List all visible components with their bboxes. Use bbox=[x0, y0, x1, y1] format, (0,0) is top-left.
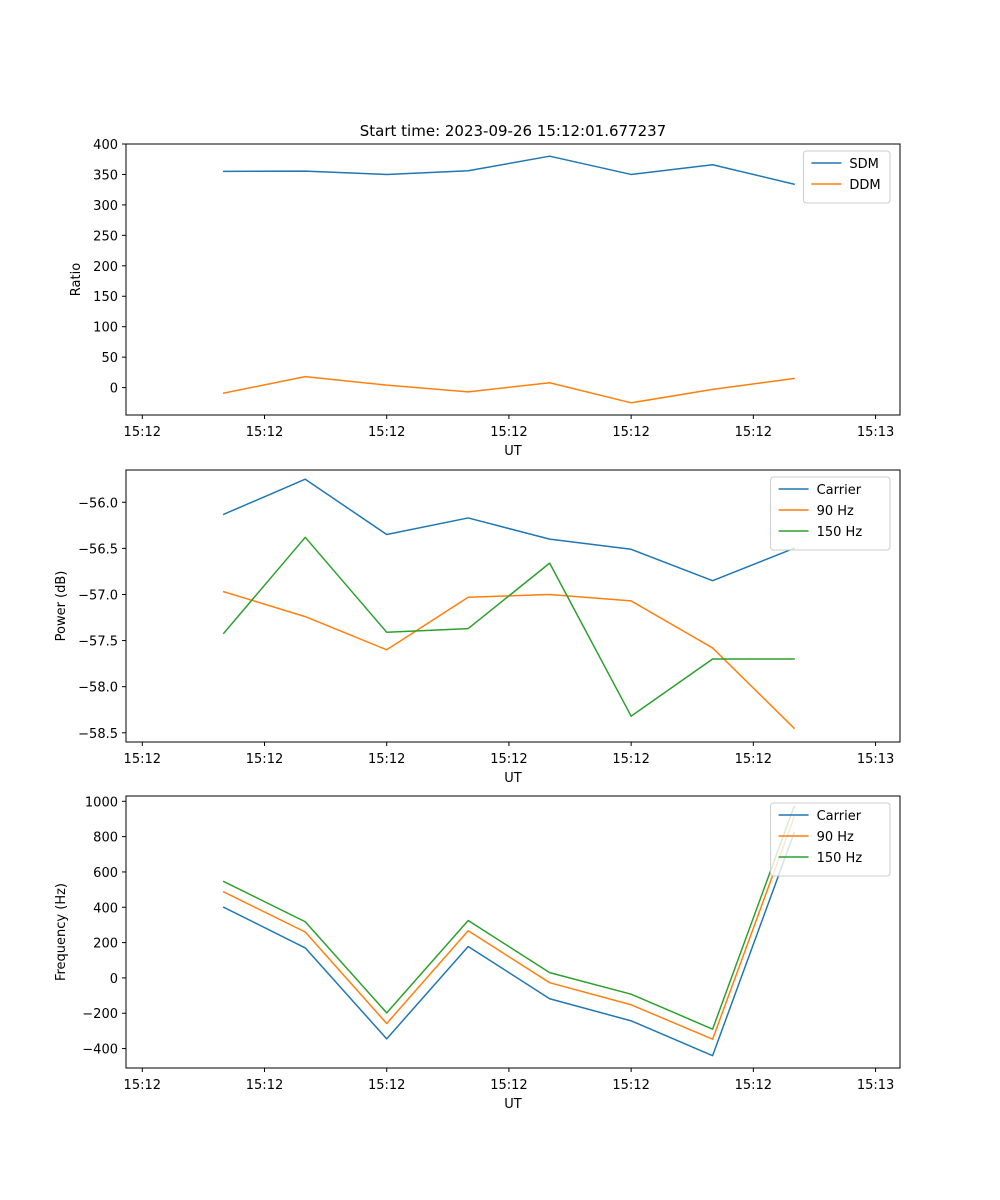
x-tick-label: 15:12 bbox=[124, 1078, 161, 1093]
legend-label-150-hz: 150 Hz bbox=[817, 525, 863, 540]
x-tick-label: 15:12 bbox=[368, 425, 405, 440]
y-tick-label: −400 bbox=[82, 1043, 118, 1058]
y-tick-label: 150 bbox=[93, 290, 118, 305]
x-tick-label: 15:12 bbox=[124, 425, 161, 440]
legend: Carrier 90 Hz 150 Hz bbox=[770, 802, 891, 877]
y-tick-label: 200 bbox=[93, 937, 118, 952]
x-tick-label: 15:12 bbox=[124, 752, 161, 767]
y-axis-label: Frequency (Hz) bbox=[54, 883, 69, 981]
y-tick-label: −57.5 bbox=[78, 635, 118, 650]
legend-label-90-hz: 90 Hz bbox=[817, 504, 854, 519]
series-line-150-hz bbox=[222, 536, 795, 717]
chart-panel-1: 15:12 15:12 15:12 15:12 15:12 15:12 15:13 0 50 10… bbox=[69, 138, 901, 459]
x-tick-label: 15:13 bbox=[857, 1078, 894, 1093]
axes-frame bbox=[125, 795, 901, 1069]
x-axis-label: UT bbox=[504, 771, 522, 786]
legend-label-carrier: Carrier bbox=[817, 809, 862, 824]
legend-label-carrier: Carrier bbox=[817, 483, 862, 498]
y-tick-label: 200 bbox=[93, 260, 118, 275]
y-tick-label: −200 bbox=[82, 1007, 118, 1022]
panels: 15:12 15:12 15:12 15:12 15:12 15:12 15:13 0 50 10… bbox=[54, 138, 901, 1112]
x-tick-label: 15:12 bbox=[490, 1078, 527, 1093]
y-tick-label: 250 bbox=[93, 229, 118, 244]
legend: SDM DDM bbox=[802, 150, 891, 204]
x-tick-label: 15:13 bbox=[857, 425, 894, 440]
figure-title: Start time: 2023-09-26 15:12:01.677237 bbox=[360, 122, 666, 140]
y-tick-label: −56.0 bbox=[78, 496, 118, 511]
y-axis-label: Ratio bbox=[69, 263, 84, 296]
y-tick-label: 350 bbox=[93, 168, 118, 183]
x-tick-label: 15:12 bbox=[735, 425, 772, 440]
y-tick-label: 400 bbox=[93, 138, 118, 153]
y-tick-label: 0 bbox=[110, 382, 118, 397]
y-tick-label: 100 bbox=[93, 321, 118, 336]
y-tick-label: −58.5 bbox=[78, 727, 118, 742]
y-tick-label: 800 bbox=[93, 831, 118, 846]
x-axis-label: UT bbox=[504, 444, 522, 459]
series-line-carrier bbox=[222, 832, 796, 1057]
legend-label-sdm: SDM bbox=[849, 157, 878, 172]
x-tick-label: 15:12 bbox=[735, 1078, 772, 1093]
y-tick-label: −56.5 bbox=[78, 542, 118, 557]
x-tick-label: 15:12 bbox=[612, 752, 649, 767]
x-tick-label: 15:12 bbox=[246, 752, 283, 767]
legend-label-150-hz: 150 Hz bbox=[817, 851, 863, 866]
series-line-ddm bbox=[222, 375, 795, 404]
y-tick-label: −58.0 bbox=[78, 681, 118, 696]
series-line-sdm bbox=[223, 155, 795, 186]
y-tick-label: 400 bbox=[93, 901, 118, 916]
axes-frame bbox=[125, 469, 901, 743]
x-tick-label: 15:12 bbox=[612, 425, 649, 440]
legend: Carrier 90 Hz 150 Hz bbox=[770, 476, 891, 551]
x-tick-label: 15:12 bbox=[490, 752, 527, 767]
y-tick-label: 0 bbox=[110, 972, 118, 987]
legend-box bbox=[802, 150, 891, 204]
legend-label-ddm: DDM bbox=[849, 178, 880, 193]
chart-panel-3: 15:12 15:12 15:12 15:12 15:12 15:12 15:13 −400 −… bbox=[54, 795, 901, 1112]
axes-frame bbox=[125, 143, 901, 416]
series-line-90-hz bbox=[222, 816, 796, 1040]
x-tick-label: 15:12 bbox=[368, 1078, 405, 1093]
x-tick-label: 15:12 bbox=[246, 1078, 283, 1093]
y-tick-label: −57.0 bbox=[78, 588, 118, 603]
legend-label-90-hz: 90 Hz bbox=[817, 830, 854, 845]
x-tick-label: 15:13 bbox=[857, 752, 894, 767]
chart-panel-2: 15:12 15:12 15:12 15:12 15:12 15:12 15:13 −56.0… bbox=[54, 469, 901, 786]
x-tick-label: 15:12 bbox=[246, 425, 283, 440]
x-axis-label: UT bbox=[504, 1097, 522, 1112]
y-tick-label: 50 bbox=[101, 351, 118, 366]
y-tick-label: 600 bbox=[93, 866, 118, 881]
x-tick-label: 15:12 bbox=[735, 752, 772, 767]
x-tick-label: 15:12 bbox=[490, 425, 527, 440]
x-tick-label: 15:12 bbox=[612, 1078, 649, 1093]
series-line-150-hz bbox=[222, 805, 796, 1030]
y-tick-label: 1000 bbox=[85, 795, 118, 810]
y-tick-label: 300 bbox=[93, 199, 118, 214]
x-tick-label: 15:12 bbox=[368, 752, 405, 767]
y-axis-label: Power (dB) bbox=[54, 571, 69, 642]
series-line-carrier bbox=[222, 478, 796, 582]
